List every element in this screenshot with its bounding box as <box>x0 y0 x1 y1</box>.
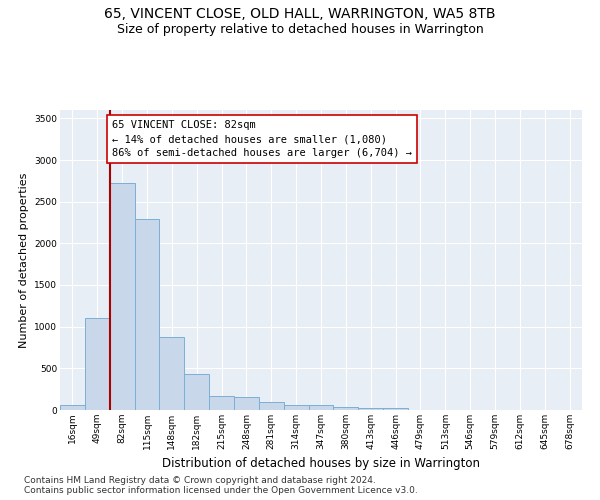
Bar <box>234 396 259 410</box>
Bar <box>110 182 134 410</box>
Bar <box>85 318 110 410</box>
Bar <box>134 219 160 410</box>
Bar <box>60 406 85 410</box>
Text: 65 VINCENT CLOSE: 82sqm
← 14% of detached houses are smaller (1,080)
86% of semi: 65 VINCENT CLOSE: 82sqm ← 14% of detache… <box>112 120 412 158</box>
Bar <box>209 396 234 410</box>
Bar <box>284 404 308 410</box>
Bar <box>308 406 334 410</box>
Bar <box>184 374 209 410</box>
Text: 65, VINCENT CLOSE, OLD HALL, WARRINGTON, WA5 8TB: 65, VINCENT CLOSE, OLD HALL, WARRINGTON,… <box>104 8 496 22</box>
Bar <box>358 408 383 410</box>
Bar <box>383 408 408 410</box>
Text: Size of property relative to detached houses in Warrington: Size of property relative to detached ho… <box>116 22 484 36</box>
Text: Distribution of detached houses by size in Warrington: Distribution of detached houses by size … <box>162 458 480 470</box>
Bar <box>259 402 284 410</box>
Bar <box>334 406 358 410</box>
Y-axis label: Number of detached properties: Number of detached properties <box>19 172 29 348</box>
Bar <box>160 336 184 410</box>
Text: Contains HM Land Registry data © Crown copyright and database right 2024.
Contai: Contains HM Land Registry data © Crown c… <box>24 476 418 495</box>
